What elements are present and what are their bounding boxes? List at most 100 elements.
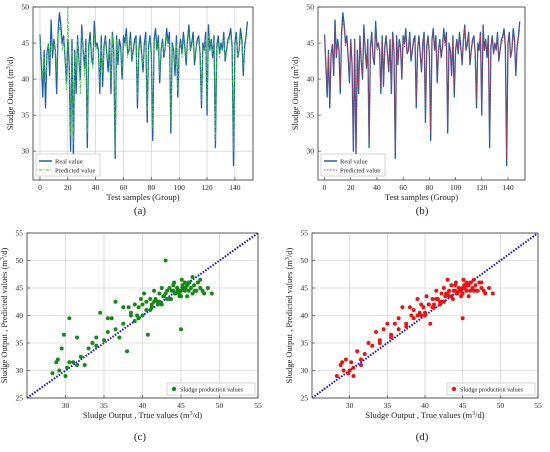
scatter-point bbox=[362, 352, 367, 356]
panel-label: (d) bbox=[416, 431, 429, 443]
x-axis-label: Test samples (Group) bbox=[385, 192, 458, 202]
scatter-point bbox=[117, 335, 122, 340]
scatter-point bbox=[152, 288, 157, 293]
y-tick-label: 50 bbox=[307, 3, 315, 12]
scatter-point bbox=[179, 277, 184, 282]
scatter-point bbox=[55, 357, 60, 362]
scatter-point bbox=[487, 286, 492, 290]
legend-box bbox=[35, 153, 101, 177]
scatter-point bbox=[468, 288, 473, 293]
scatter-point bbox=[121, 321, 126, 326]
y-tick-label: 45 bbox=[307, 39, 315, 48]
scatter-point bbox=[461, 277, 466, 282]
panel-label: (b) bbox=[416, 205, 429, 217]
x-tick-label: 40 bbox=[139, 401, 147, 410]
x-tick-label: 30 bbox=[346, 401, 354, 410]
scatter-point bbox=[102, 338, 106, 343]
y-tick-label: 55 bbox=[16, 229, 24, 238]
scatter-point bbox=[462, 283, 467, 288]
x-tick-label: 0 bbox=[323, 183, 327, 192]
scatter-point bbox=[145, 332, 150, 337]
scatter-point bbox=[128, 313, 133, 318]
scatter-point bbox=[430, 297, 435, 301]
x-axis-label: Sludge Output , True values (m3/d) bbox=[365, 410, 484, 420]
y-tick-label: 30 bbox=[22, 147, 30, 156]
scatter-point bbox=[65, 365, 70, 370]
scatter-point bbox=[444, 291, 449, 296]
scatter-point bbox=[385, 321, 390, 326]
scatter-point bbox=[432, 305, 437, 310]
scatter-point bbox=[434, 297, 439, 301]
scatter-point bbox=[190, 291, 195, 296]
scatter-point bbox=[451, 288, 456, 293]
legend-marker bbox=[451, 386, 457, 392]
scatter-point bbox=[205, 286, 210, 290]
scatter-point bbox=[409, 313, 414, 318]
x-tick-label: 35 bbox=[100, 401, 108, 410]
y-axis-label: Sludge Output , Predicted values (m3/d) bbox=[0, 247, 9, 383]
scatter-point bbox=[404, 321, 409, 326]
legend-box bbox=[446, 382, 536, 396]
series-line-predicted bbox=[39, 7, 248, 152]
scatter-point bbox=[128, 310, 133, 315]
x-tick-label: 55 bbox=[534, 401, 542, 410]
x-tick-label: 20 bbox=[347, 183, 355, 192]
scatter-point bbox=[162, 294, 167, 299]
scatter-point bbox=[490, 291, 495, 296]
scatter-point bbox=[82, 363, 87, 367]
scatter-point bbox=[377, 338, 382, 343]
plot-frame bbox=[32, 6, 254, 181]
x-tick-label: 140 bbox=[229, 183, 241, 192]
y-tick-label: 30 bbox=[301, 366, 309, 375]
scatter-point bbox=[426, 302, 431, 307]
scatter-point bbox=[159, 286, 164, 290]
scatter-point bbox=[98, 310, 103, 315]
plot-area bbox=[39, 7, 249, 167]
legend-marker bbox=[171, 386, 177, 392]
scatter-point bbox=[479, 280, 484, 285]
x-tick-label: 100 bbox=[174, 183, 186, 192]
x-tick-label: 140 bbox=[502, 183, 514, 192]
scatter-point bbox=[474, 288, 479, 293]
scatter-point bbox=[370, 343, 375, 348]
y-tick-label: 50 bbox=[16, 256, 24, 265]
legend-label: Sludge production values bbox=[460, 387, 523, 394]
x-tick-label: 50 bbox=[497, 401, 505, 410]
x-tick-label: 40 bbox=[421, 401, 429, 410]
y-tick-label: 35 bbox=[16, 339, 24, 348]
scatter-point bbox=[126, 305, 131, 310]
scatter-point bbox=[392, 321, 397, 326]
scatter-point bbox=[423, 310, 427, 315]
scatter-point bbox=[464, 280, 469, 285]
scatter-point bbox=[334, 374, 339, 378]
plot-frame bbox=[317, 6, 526, 181]
scatter-point bbox=[407, 305, 412, 310]
scatter-point bbox=[428, 321, 433, 326]
scatter-point bbox=[109, 316, 114, 321]
scatter-point bbox=[189, 286, 194, 290]
x-tick-label: 0 bbox=[38, 183, 42, 192]
scatter-point bbox=[419, 313, 424, 318]
scatter-point bbox=[132, 302, 137, 307]
scatter-point bbox=[86, 346, 91, 351]
y-tick-label: 50 bbox=[22, 3, 30, 12]
scatter-point bbox=[163, 258, 168, 263]
scatter-point bbox=[185, 294, 190, 299]
y-tick-label: 40 bbox=[301, 311, 309, 320]
scatter-point bbox=[419, 302, 424, 307]
x-tick-label: 20 bbox=[64, 183, 72, 192]
y-axis-label: Sludge Output (m3/d) bbox=[5, 57, 15, 131]
scatter-point bbox=[167, 286, 172, 290]
scatter-point bbox=[453, 283, 458, 288]
scatter-point bbox=[94, 335, 99, 340]
x-tick-label: 40 bbox=[92, 183, 100, 192]
scatter-point bbox=[483, 291, 488, 296]
scatter-point bbox=[366, 341, 371, 345]
y-tick-label: 30 bbox=[16, 366, 24, 375]
scatter-point bbox=[90, 341, 95, 345]
scatter-point bbox=[473, 283, 478, 288]
scatter-point bbox=[471, 277, 476, 282]
scatter-point bbox=[165, 297, 170, 301]
scatter-point bbox=[179, 327, 183, 332]
scatter-point bbox=[389, 332, 394, 337]
